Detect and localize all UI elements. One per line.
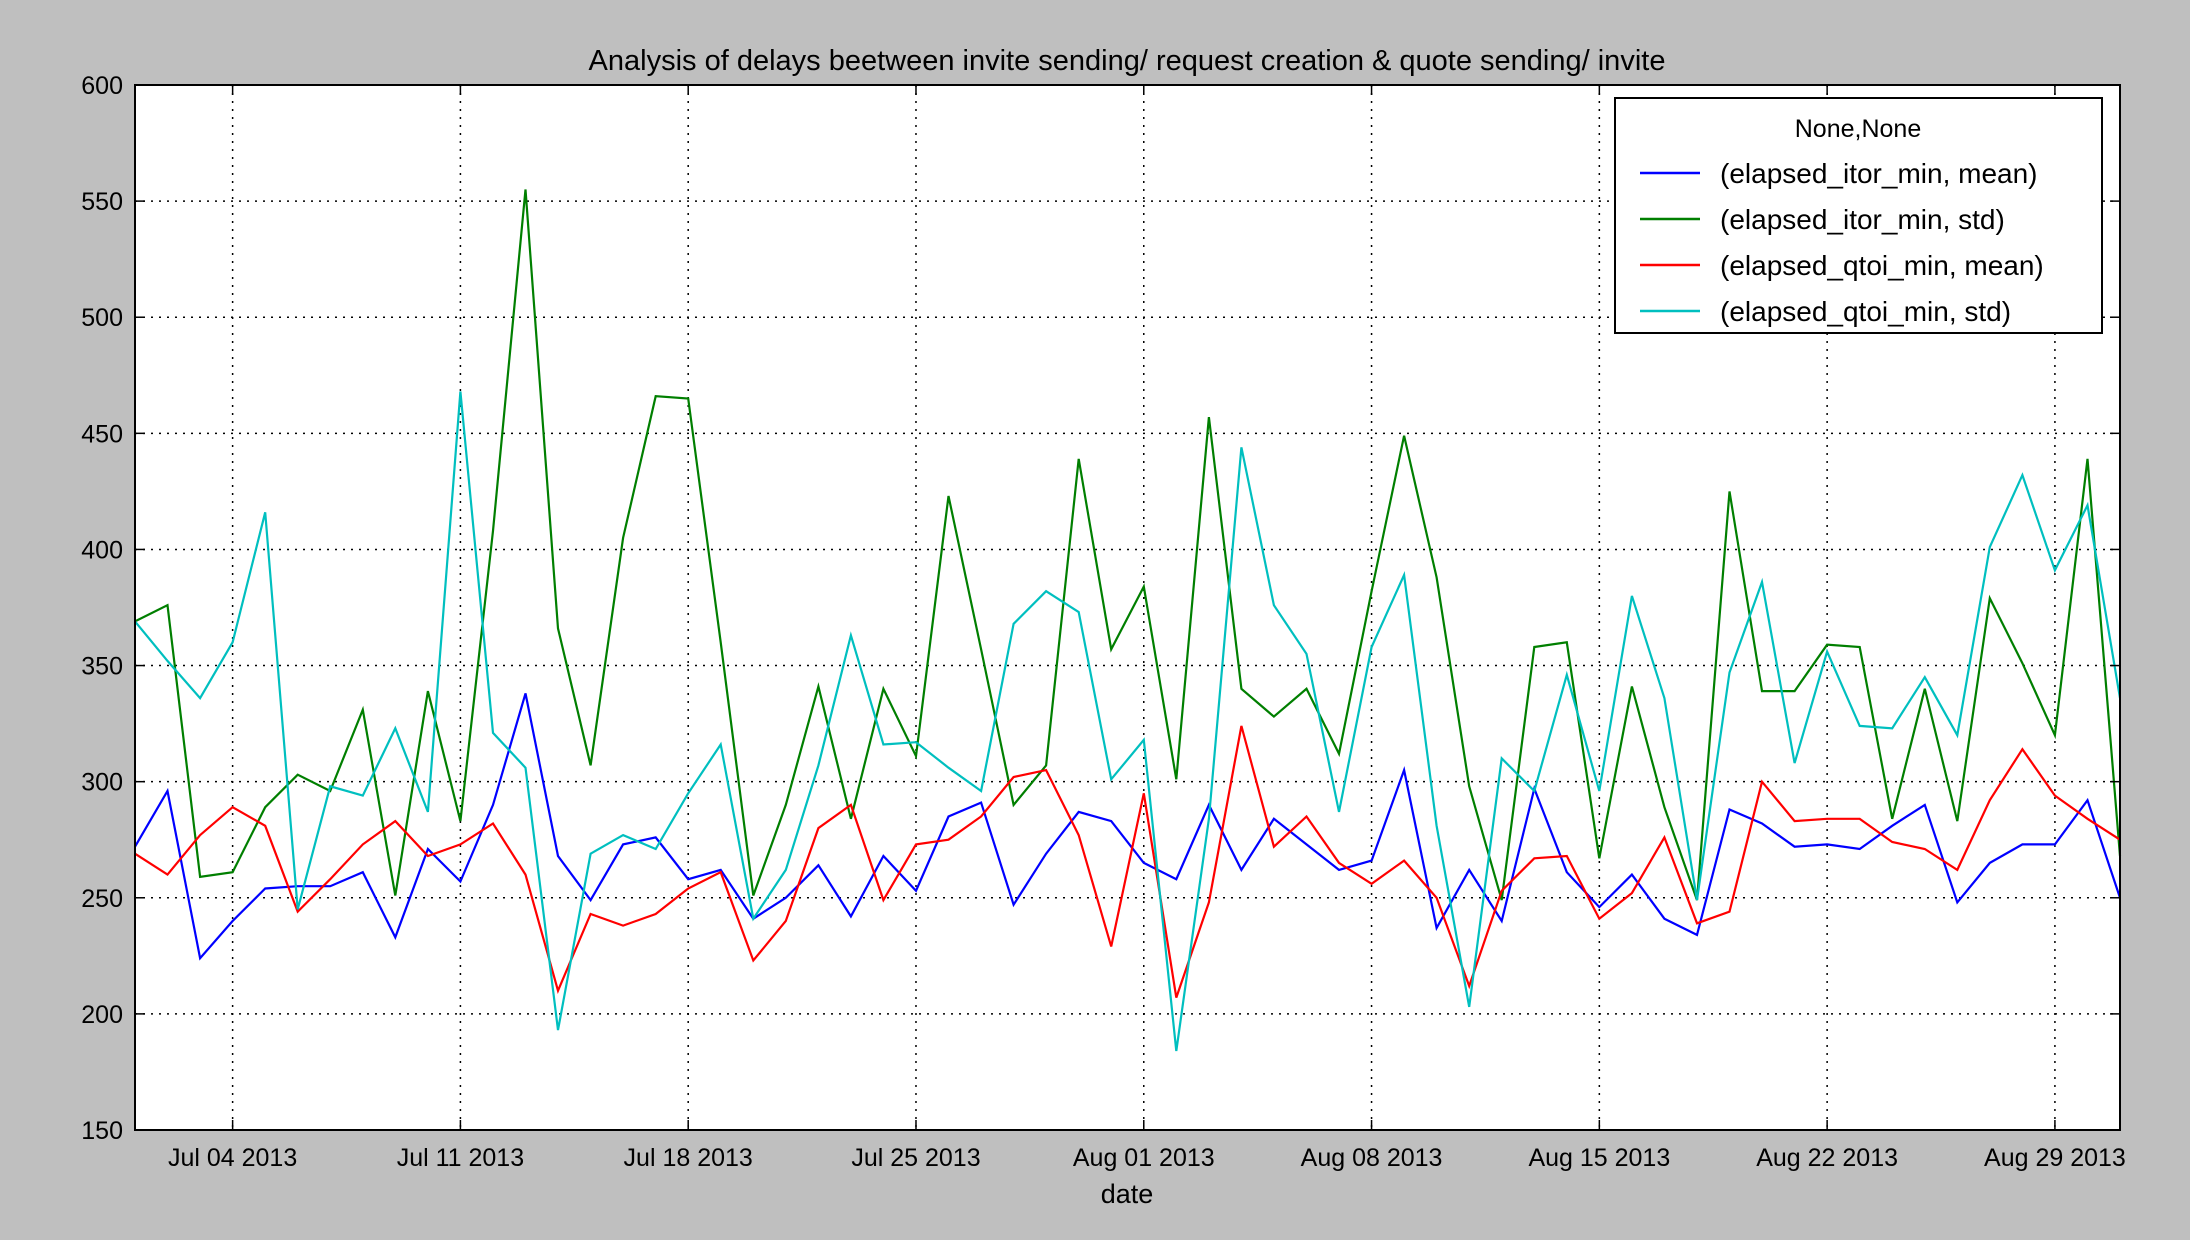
- y-tick-label: 350: [81, 653, 123, 681]
- x-axis-label: date: [1101, 1179, 1154, 1209]
- series-line-2: [134, 725, 2121, 998]
- y-tick-label: 600: [81, 72, 123, 100]
- series-layer: [134, 189, 2122, 1052]
- series-line-3: [134, 391, 2122, 1052]
- x-tick-label: Jul 04 2013: [168, 1144, 297, 1172]
- legend-title: None,None: [1795, 115, 1921, 143]
- x-tick-label: Jul 11 2013: [397, 1144, 524, 1172]
- chart-title: Analysis of delays beetween invite sendi…: [589, 45, 1666, 77]
- x-tick-label: Aug 01 2013: [1073, 1144, 1215, 1172]
- legend-label: (elapsed_qtoi_min, mean): [1720, 250, 2044, 281]
- legend-items: (elapsed_itor_min, mean) (elapsed_itor_mi…: [1640, 158, 2044, 327]
- x-tick-label: Aug 08 2013: [1301, 1144, 1443, 1172]
- x-tick-label: Jul 25 2013: [851, 1144, 980, 1172]
- y-tick-label: 250: [81, 885, 123, 913]
- grid-lines: [135, 85, 2120, 1130]
- legend-label: (elapsed_qtoi_min, std): [1720, 296, 2011, 327]
- x-tick-label: Aug 15 2013: [1528, 1144, 1670, 1172]
- series-line-1: [134, 189, 2122, 901]
- legend-label: (elapsed_itor_min, mean): [1720, 158, 2038, 189]
- x-tick-label: Jul 18 2013: [624, 1144, 753, 1172]
- y-tick-label: 150: [81, 1117, 123, 1145]
- y-tick-label: 550: [81, 188, 123, 216]
- x-tick-label: Aug 29 2013: [1984, 1144, 2126, 1172]
- legend-box: [1614, 97, 2103, 334]
- axis-ticks: 150 200 250 300 350 400 450 500 550 600 Jul 04 201…: [81, 72, 2126, 1172]
- series-line-0: [134, 693, 2122, 961]
- y-tick-label: 300: [81, 769, 123, 797]
- legend-label: (elapsed_itor_min, std): [1720, 204, 2005, 235]
- y-tick-label: 500: [81, 304, 123, 332]
- y-tick-label: 400: [81, 536, 123, 564]
- plot-frame: [134, 84, 2121, 1131]
- y-tick-label: 450: [81, 420, 123, 448]
- legend: None,None (elapsed_itor_min, mean)(elaps…: [1614, 97, 2103, 334]
- x-tick-label: Aug 22 2013: [1756, 1144, 1898, 1172]
- y-tick-label: 200: [81, 1001, 123, 1029]
